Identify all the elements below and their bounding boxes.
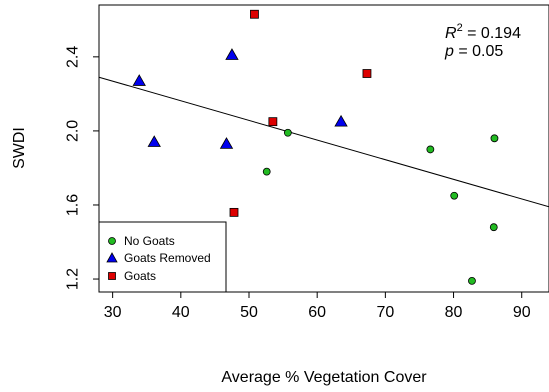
x-tick-label-70: 70 (376, 304, 394, 321)
point-no-goats-3 (450, 191, 459, 200)
point-goats-removed-1 (147, 135, 161, 147)
stats-annotation: R2 = 0.194 p = 0.05 (444, 22, 521, 60)
x-axis-label: Average % Vegetation Cover (221, 369, 427, 386)
y-tick-label-2: 2.0 (65, 120, 82, 142)
point-no-goats-1 (283, 128, 292, 137)
point-goats-2 (362, 69, 372, 78)
plot-frame (98, 4, 549, 293)
r-squared-text: R2 = 0.194 (445, 22, 521, 42)
y-tick-label-2.4: 2.4 (65, 46, 82, 68)
x-tick-label-80: 80 (445, 304, 463, 321)
point-goats-removed-4 (334, 114, 348, 127)
legend-goats-removed-label: Goats Removed (124, 251, 211, 265)
legend-no-goats-marker (108, 237, 116, 245)
point-goats-removed-2 (219, 137, 234, 149)
y-tick-label-1.6: 1.6 (65, 194, 82, 216)
point-goats-3 (229, 207, 239, 217)
point-no-goats-0 (262, 167, 271, 176)
legend-goats-marker (108, 272, 116, 280)
legend-box (98, 221, 227, 293)
regression-line (98, 76, 549, 208)
point-no-goats-2 (426, 145, 435, 154)
legend-goats-removed-marker (106, 252, 118, 263)
point-no-goats-6 (468, 276, 476, 285)
x-tick-label-90: 90 (513, 304, 531, 321)
x-tick-label-30: 30 (104, 304, 122, 321)
point-goats-removed-0 (132, 74, 146, 86)
y-axis-label: SWDI (11, 127, 28, 169)
point-goats-removed-3 (225, 48, 239, 60)
point-no-goats-5 (489, 223, 498, 232)
legend-no-goats-label: No Goats (124, 234, 175, 248)
x-tick-label-50: 50 (240, 304, 258, 321)
p-value-text: p = 0.05 (444, 43, 503, 60)
point-goats-0 (250, 9, 259, 19)
point-no-goats-4 (490, 134, 499, 143)
legend-goats-label: Goats (124, 269, 156, 283)
x-tick-label-40: 40 (172, 304, 190, 321)
point-goats-1 (268, 117, 278, 127)
y-tick-label-1.2: 1.2 (65, 268, 82, 290)
legend: No Goats Goats Removed Goats (98, 221, 227, 293)
x-tick-label-60: 60 (308, 304, 326, 321)
